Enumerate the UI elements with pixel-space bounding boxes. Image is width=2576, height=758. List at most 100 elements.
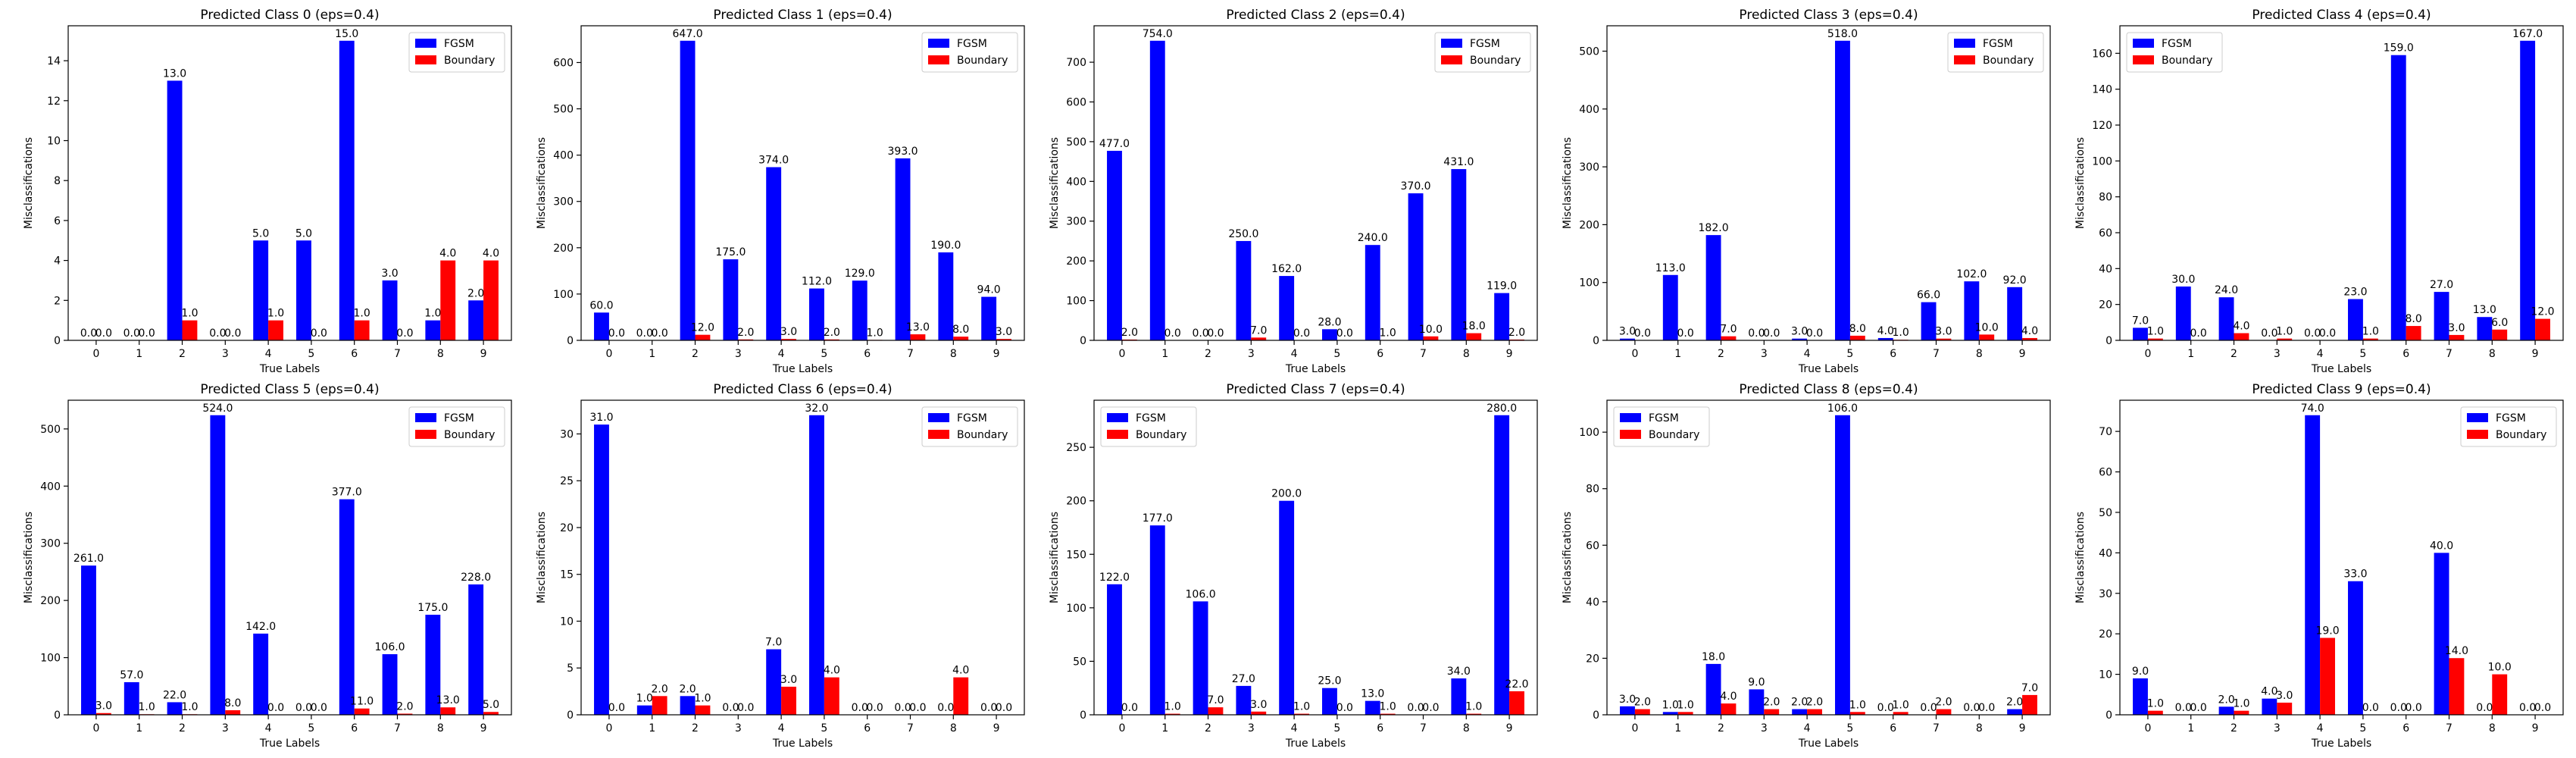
- x-tick-label: 0: [2144, 348, 2151, 360]
- chart-panel-5: Predicted Class 5 (eps=0.4)261.057.022.0…: [23, 382, 512, 750]
- legend: FGSM Boundary: [1434, 32, 1531, 73]
- fgsm-data-label: 0.0: [2261, 327, 2277, 340]
- fgsm-bar: [1107, 584, 1122, 715]
- boundary-bar: [268, 320, 283, 340]
- fgsm-data-label: 23.0: [2343, 287, 2367, 299]
- boundary-bar: [781, 686, 796, 715]
- fgsm-data-label: 182.0: [1699, 222, 1729, 234]
- fgsm-data-label: 4.0: [2261, 686, 2277, 698]
- fgsm-data-label: 5.0: [252, 227, 269, 240]
- x-tick-label: 8: [2489, 722, 2496, 735]
- boundary-data-label: 0.0: [311, 327, 327, 340]
- fgsm-bar: [210, 415, 226, 715]
- boundary-data-label: 1.0: [1849, 699, 1866, 711]
- y-tick-label: 50: [2099, 507, 2112, 519]
- x-tick-label: 7: [394, 722, 401, 735]
- chart-title: Predicted Class 4 (eps=0.4): [2252, 8, 2431, 23]
- fgsm-bar: [1149, 525, 1165, 715]
- x-axis-label: True Labels: [2311, 363, 2371, 375]
- y-tick-label: 10: [47, 136, 61, 148]
- fgsm-bar: [296, 240, 311, 340]
- fgsm-data-label: 754.0: [1143, 28, 1173, 40]
- boundary-data-label: 0.0: [909, 702, 926, 714]
- boundary-bar: [2320, 637, 2335, 715]
- fgsm-data-label: 0.0: [2519, 702, 2536, 714]
- fgsm-data-label: 106.0: [1186, 588, 1216, 600]
- y-axis-label: Misclassifications: [2074, 512, 2087, 603]
- boundary-data-label: 0.0: [2190, 327, 2207, 340]
- y-tick-label: 60: [1586, 540, 1599, 552]
- y-tick-label: 200: [1579, 219, 1599, 231]
- boundary-data-label: 3.0: [1250, 699, 1267, 711]
- fgsm-data-label: 4.0: [1877, 325, 1894, 337]
- y-tick-label: 100: [40, 653, 61, 665]
- y-tick-label: 400: [553, 150, 574, 162]
- fgsm-data-label: 28.0: [1318, 316, 1341, 328]
- legend: FGSM Boundary: [1947, 32, 2044, 73]
- fgsm-data-label: 74.0: [2301, 402, 2324, 415]
- x-tick-label: 9: [480, 348, 487, 360]
- x-tick-label: 7: [2446, 348, 2453, 360]
- fgsm-bar: [1279, 276, 1295, 340]
- boundary-data-label: 7.0: [1250, 324, 1267, 337]
- chart-panel-0: Predicted Class 0 (eps=0.4)0.0 0.013.00.0…: [23, 8, 512, 375]
- fgsm-bar: [1620, 706, 1635, 715]
- boundary-bar: [1807, 709, 1822, 715]
- fgsm-data-label: 0.0: [722, 702, 739, 714]
- x-tick-label: 2: [692, 722, 699, 735]
- fgsm-data-label: 477.0: [1099, 138, 1130, 150]
- legend-label: Boundary: [1136, 429, 1186, 441]
- y-tick-label: 600: [1066, 96, 1086, 108]
- boundary-bar: [1509, 691, 1524, 715]
- fgsm-data-label: 3.0: [1619, 694, 1636, 706]
- y-tick-label: 2: [54, 295, 61, 307]
- fgsm-data-label: 30.0: [2171, 274, 2195, 286]
- x-tick-label: 3: [222, 348, 229, 360]
- boundary-bar: [652, 696, 667, 715]
- fgsm-bar: [1877, 337, 1893, 340]
- x-tick-label: 9: [2532, 722, 2539, 735]
- y-tick-label: 100: [1066, 296, 1086, 308]
- boundary-data-label: 2.0: [652, 683, 668, 695]
- y-tick-label: 30: [560, 428, 574, 440]
- x-tick-label: 3: [1761, 348, 1768, 360]
- boundary-bar: [1634, 709, 1650, 715]
- boundary-data-label: 4.0: [952, 665, 969, 677]
- boundary-bar: [225, 709, 241, 715]
- legend-swatch: [1620, 413, 1641, 422]
- boundary-bar: [2277, 338, 2293, 340]
- x-tick-label: 1: [1161, 722, 1168, 735]
- fgsm-data-label: 261.0: [73, 553, 104, 565]
- fgsm-bar: [1662, 274, 1678, 340]
- x-tick-label: 1: [2187, 348, 2194, 360]
- legend: FGSM Boundary: [921, 32, 1018, 73]
- plot-frame: [67, 25, 512, 341]
- fgsm-bar: [680, 40, 696, 341]
- y-tick-label: 70: [2099, 426, 2112, 438]
- fgsm-bar: [2133, 678, 2148, 715]
- fgsm-data-label: 393.0: [888, 146, 918, 158]
- x-tick-label: 6: [864, 348, 871, 360]
- x-tick-label: 7: [1420, 722, 1427, 735]
- y-tick-label: 150: [1066, 549, 1086, 561]
- plot-frame: [580, 25, 1025, 341]
- boundary-bar: [1677, 712, 1693, 715]
- fgsm-data-label: 0.0: [852, 702, 868, 714]
- y-tick-label: 500: [553, 104, 574, 116]
- y-tick-label: 500: [1066, 136, 1086, 149]
- fgsm-bar: [167, 80, 183, 340]
- boundary-bar: [95, 713, 111, 715]
- y-tick-label: 10: [2099, 669, 2112, 681]
- y-tick-label: 100: [2092, 155, 2112, 168]
- x-tick-label: 6: [351, 348, 358, 360]
- boundary-data-label: 2.0: [1806, 697, 1823, 709]
- fgsm-data-label: 374.0: [758, 155, 789, 167]
- x-tick-label: 2: [2231, 348, 2237, 360]
- boundary-bar: [483, 260, 499, 340]
- y-axis-label: Misclassifications: [1562, 137, 1574, 229]
- fgsm-data-label: 2.0: [1791, 697, 1808, 709]
- fgsm-data-label: 122.0: [1099, 572, 1130, 584]
- x-tick-label: 4: [265, 348, 272, 360]
- x-axis-label: True Labels: [259, 738, 320, 750]
- y-tick-label: 300: [1066, 216, 1086, 228]
